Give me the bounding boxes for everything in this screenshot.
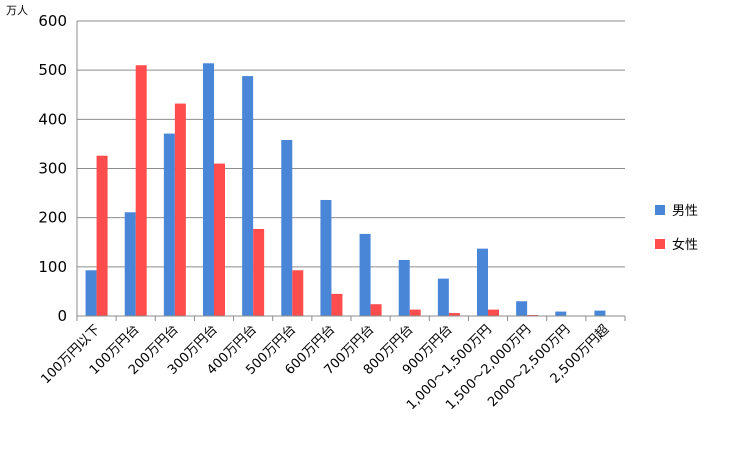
- bar-female: [135, 65, 147, 316]
- bars: [85, 63, 617, 317]
- y-tick-label: 500: [38, 61, 67, 79]
- legend-label: 女性: [672, 237, 698, 253]
- bar-male: [281, 139, 293, 316]
- bar-male: [516, 301, 528, 316]
- y-unit-label: 万人: [6, 4, 28, 17]
- legend-swatch: [655, 205, 665, 215]
- bar-female: [292, 270, 304, 316]
- bar-male: [437, 278, 449, 316]
- y-tick-label: 0: [57, 307, 67, 325]
- y-tick-label: 400: [38, 110, 67, 128]
- bar-male: [242, 76, 254, 316]
- bar-female: [488, 309, 499, 316]
- bar-female: [409, 309, 421, 316]
- bar-male: [594, 310, 606, 316]
- legend-label: 男性: [672, 204, 698, 219]
- gridlines: [77, 20, 625, 317]
- bar-male: [398, 259, 410, 316]
- bar-male: [359, 233, 371, 316]
- bar-female: [214, 163, 225, 316]
- bar-female: [448, 313, 460, 316]
- bar-female: [370, 304, 382, 316]
- x-tick-label: 100万円以下: [38, 322, 103, 387]
- bar-female: [174, 103, 186, 316]
- bar-male: [555, 311, 567, 316]
- y-tick-label: 300: [38, 160, 67, 178]
- bar-male: [163, 133, 175, 316]
- y-tick-label: 200: [38, 209, 67, 227]
- y-tick-label: 600: [38, 12, 67, 30]
- bar-female: [331, 293, 343, 316]
- bar-male: [477, 248, 488, 316]
- bar-female: [96, 155, 108, 316]
- bar-male: [203, 63, 214, 317]
- bar-male: [85, 270, 97, 316]
- bar-male: [124, 212, 136, 316]
- bar-male: [320, 199, 332, 316]
- y-tick-label: 100: [38, 258, 67, 276]
- bar-female: [253, 228, 265, 316]
- legend-swatch: [655, 239, 665, 249]
